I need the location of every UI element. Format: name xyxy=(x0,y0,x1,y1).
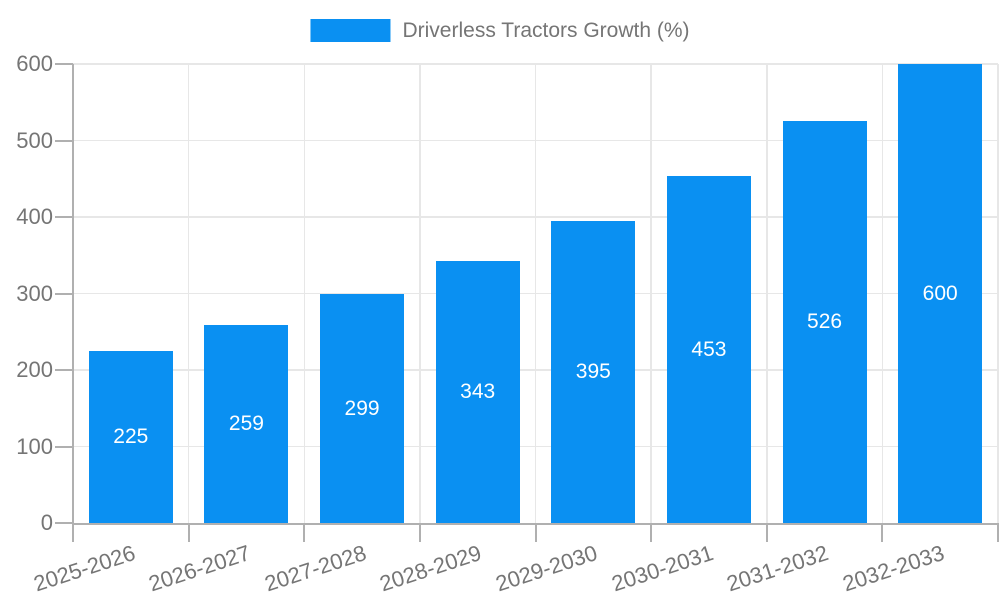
legend-label: Driverless Tractors Growth (%) xyxy=(402,19,690,42)
x-tick-label: 2032-2033 xyxy=(839,540,948,597)
bar-2030-2031[interactable] xyxy=(666,176,751,523)
y-tick-label: 500 xyxy=(16,127,53,153)
gridline-vertical xyxy=(303,64,305,523)
x-tick-label: 2029-2030 xyxy=(492,540,601,597)
y-tick-label: 300 xyxy=(16,280,53,306)
gridline-vertical xyxy=(187,64,190,523)
y-axis-tick xyxy=(55,369,73,371)
y-tick-label: 100 xyxy=(16,433,53,459)
gridline-vertical xyxy=(881,64,884,523)
legend-item-driverless-tractors-growth[interactable]: Driverless Tractors Growth (%) xyxy=(310,17,690,44)
y-tick-label: 600 xyxy=(16,51,53,76)
x-axis-line xyxy=(73,523,998,525)
x-axis-tick xyxy=(765,523,768,542)
x-axis-tick xyxy=(72,523,74,542)
y-axis-tick xyxy=(55,216,73,218)
y-tick-label: 0 xyxy=(40,510,53,535)
x-axis-tick xyxy=(534,523,537,542)
bar-2027-2028[interactable] xyxy=(320,294,405,523)
bar-2031-2032[interactable] xyxy=(782,120,867,523)
bar-2025-2026[interactable] xyxy=(88,350,173,523)
y-axis-line xyxy=(72,64,74,523)
y-axis-tick xyxy=(55,292,73,295)
y-tick-label: 400 xyxy=(16,204,53,229)
x-tick-label: 2028-2029 xyxy=(377,540,485,597)
gridline-vertical xyxy=(650,64,652,523)
x-axis-tick xyxy=(650,523,653,542)
gridline-vertical xyxy=(997,64,999,523)
bar-2032-2033[interactable] xyxy=(898,64,983,523)
x-axis-tick xyxy=(303,523,306,542)
x-tick-label: 2027-2028 xyxy=(261,540,370,597)
y-axis-tick xyxy=(55,63,73,65)
x-tick-label: 2030-2031 xyxy=(608,540,717,597)
bar-2028-2029[interactable] xyxy=(435,260,520,523)
x-axis-tick xyxy=(187,523,190,542)
y-axis-tick xyxy=(55,445,73,448)
x-tick-label: 2025-2026 xyxy=(30,540,138,597)
y-tick-label: 200 xyxy=(16,357,53,382)
y-axis-tick xyxy=(55,522,73,524)
bar-2026-2027[interactable] xyxy=(204,324,289,523)
x-tick-label: 2026-2027 xyxy=(145,540,254,597)
gridline-vertical xyxy=(766,64,768,523)
x-tick-label: 2031-2032 xyxy=(723,540,832,597)
y-axis-tick xyxy=(55,139,73,142)
gridline-vertical xyxy=(534,64,537,523)
legend-swatch xyxy=(310,19,391,42)
gridline-vertical xyxy=(419,64,421,523)
x-axis-tick xyxy=(997,523,999,542)
x-axis-tick xyxy=(418,523,421,542)
bar-2029-2030[interactable] xyxy=(551,220,636,523)
x-axis-tick xyxy=(881,523,884,542)
